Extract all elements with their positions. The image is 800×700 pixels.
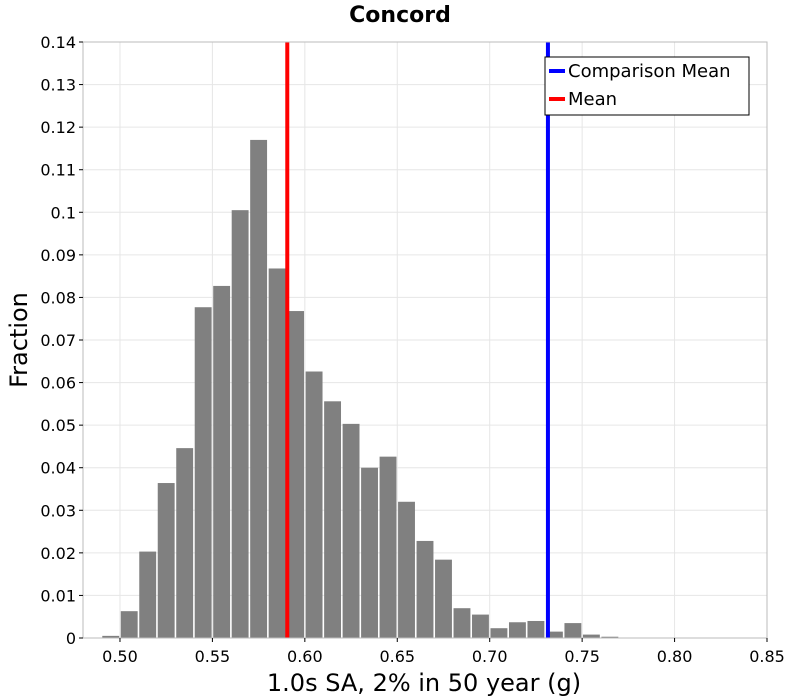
legend-box — [544, 56, 750, 116]
y-tick-label: 0.05 — [40, 416, 76, 435]
histogram-bar — [379, 456, 397, 638]
histogram-bar — [157, 483, 175, 638]
bars-layer — [102, 139, 619, 638]
histogram-bar — [601, 636, 619, 638]
y-tick-label: 0.11 — [40, 161, 76, 180]
y-tick-label: 0.04 — [40, 459, 76, 478]
histogram-bar — [582, 634, 600, 638]
histogram-bar — [435, 559, 452, 638]
y-tick-label: 0.02 — [40, 544, 76, 563]
y-tick-label: 0.07 — [40, 331, 76, 350]
histogram-bar — [361, 467, 378, 638]
histogram-bar — [287, 311, 305, 638]
y-tick-label: 0.03 — [40, 501, 76, 520]
x-tick-label: 0.55 — [195, 647, 231, 666]
histogram-bar — [176, 448, 194, 638]
histogram-bar — [527, 620, 545, 638]
histogram-bar — [231, 210, 249, 638]
histogram-bar — [564, 623, 582, 638]
y-tick-label: 0.14 — [40, 33, 76, 52]
histogram-bar — [139, 551, 157, 638]
chart-title: Concord — [349, 3, 451, 28]
legend: Comparison Mean Mean — [544, 56, 750, 116]
y-tick-label: 0.09 — [40, 246, 76, 265]
y-tick-label: 0.01 — [40, 586, 76, 605]
x-tick-label: 0.60 — [287, 647, 323, 666]
mean-lines-layer — [285, 42, 550, 638]
histogram-bar — [305, 371, 323, 638]
y-tick-label: 0.13 — [40, 76, 76, 95]
y-tick-label: 0.1 — [51, 203, 76, 222]
x-axis-ticks: 0.50 0.55 0.60 0.65 0.70 0.75 0.80 0.85 — [102, 638, 785, 666]
histogram-bar — [508, 622, 526, 638]
y-axis-ticks: 0 0.01 0.02 0.03 0.04 0.05 0.06 0.07 0.08 0.09 0.1… — [40, 33, 83, 648]
histogram-bar — [120, 611, 138, 638]
histogram-bar — [102, 635, 120, 638]
y-tick-label: 0.12 — [40, 118, 76, 137]
histogram-bar — [490, 628, 508, 638]
histogram-bar — [453, 608, 471, 638]
histogram-bar — [545, 631, 563, 638]
x-tick-label: 0.50 — [102, 647, 138, 666]
y-tick-label: 0.08 — [40, 288, 76, 307]
y-axis-label: Fraction — [5, 292, 33, 388]
x-tick-label: 0.85 — [749, 647, 785, 666]
x-tick-label: 0.75 — [564, 647, 600, 666]
x-tick-label: 0.70 — [472, 647, 508, 666]
x-axis-label: 1.0s SA, 2% in 50 year (g) — [267, 669, 581, 697]
histogram-bar — [250, 139, 268, 638]
histogram-bar — [398, 501, 415, 638]
x-tick-label: 0.80 — [657, 647, 693, 666]
histogram-bar — [194, 307, 212, 638]
histogram-bar — [213, 285, 231, 638]
legend-label-comparison-mean: Comparison Mean — [568, 61, 731, 82]
y-tick-label: 0.06 — [40, 374, 76, 393]
histogram-bar — [416, 540, 434, 638]
histogram-bar — [324, 401, 342, 638]
y-tick-label: 0 — [66, 629, 76, 648]
histogram-bar — [268, 268, 286, 638]
legend-label-mean: Mean — [568, 89, 617, 110]
histogram-bar — [472, 614, 489, 638]
histogram-bar — [342, 423, 360, 638]
x-tick-label: 0.65 — [379, 647, 415, 666]
